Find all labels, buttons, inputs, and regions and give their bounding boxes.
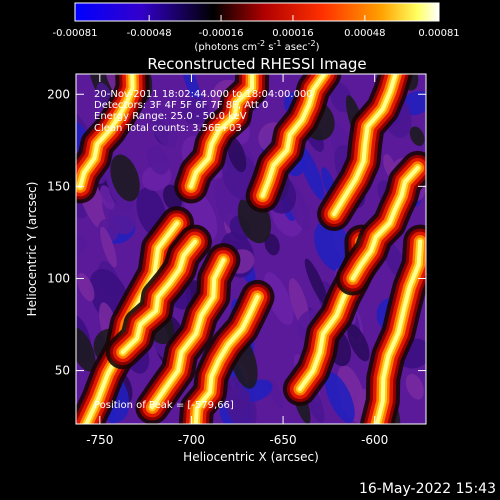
- y-axis-label: Heliocentric Y (arcsec): [25, 182, 39, 317]
- colorbar-tick-label: 0.00016: [272, 28, 313, 39]
- heatmap-ridge: [260, 74, 327, 198]
- heatmap-cell: [223, 387, 251, 411]
- peak-position-text: Position of Peak = [-579,66]: [94, 400, 234, 411]
- colorbar: [74, 2, 440, 22]
- heatmap-cell: [405, 373, 424, 400]
- heatmap-area: [76, 74, 426, 424]
- colorbar-tick-label: -0.00016: [199, 28, 244, 39]
- time-range-text: 20-Nov-2011 18:02:44.000 to 18:04:00.000: [94, 89, 313, 100]
- heatmap-cell: [314, 220, 354, 273]
- plot-frame: [75, 73, 427, 425]
- heatmap-cell: [409, 126, 425, 146]
- x-axis-label: Heliocentric X (arcsec): [183, 450, 319, 464]
- heatmap-ridge: [189, 74, 255, 189]
- clean-counts-text: Clean Total counts: 3.56E+03: [94, 123, 242, 134]
- heatmap-ridge: [375, 239, 423, 424]
- detectors-text: Detectors: 3F 4F 5F 6F 7F 8F, Att 0: [94, 100, 268, 111]
- heatmap-ridge: [350, 165, 420, 281]
- heatmap-ridge: [150, 258, 226, 410]
- heatmap-cell: [297, 144, 325, 200]
- heatmap-cell: [149, 104, 178, 148]
- colorbar-ticks: -0.00081 -0.00048 -0.00016 0.00016 0.00048 0.…: [53, 15, 460, 39]
- colorbar-tick-label: 0.00048: [344, 28, 385, 39]
- y-tick-label: 50: [55, 364, 70, 378]
- energy-range-text: Energy Range: 25.0 - 50.0 keV: [94, 111, 247, 122]
- heatmap-ridge: [120, 239, 197, 355]
- colorbar-tick-label: -0.00048: [127, 28, 172, 39]
- heatmap-cell: [304, 258, 328, 306]
- heatmap-ridge: [78, 74, 135, 189]
- heatmap-cell: [324, 372, 355, 423]
- y-axis-ticks: 50 100 150 200: [47, 87, 426, 378]
- chart-title: Reconstructed RHESSI Image: [147, 55, 366, 73]
- y-tick-label: 100: [47, 271, 70, 285]
- colorbar-tick-label: 0.00081: [418, 28, 459, 39]
- heatmap-cell: [347, 324, 370, 362]
- x-tick-label: -650: [269, 433, 296, 447]
- heatmap-cell: [181, 97, 209, 125]
- x-axis-ticks: -750 -700 -650 -600: [86, 74, 388, 447]
- heatmap-cell: [100, 226, 117, 268]
- heatmap-cell: [264, 233, 280, 256]
- colorbar-tick-label: -0.00081: [53, 28, 98, 39]
- colorbar-units: (photons cm-2 s-1 asec-2): [194, 39, 319, 53]
- info-annotations: 20-Nov-2011 18:02:44.000 to 18:04:00.000…: [94, 89, 313, 411]
- heatmap-ridge: [332, 74, 398, 216]
- x-tick-label: -750: [86, 433, 113, 447]
- footer-date: 16-May-2022 15:43: [359, 481, 496, 497]
- heatmap-cell: [181, 74, 202, 108]
- heatmap-cell: [147, 145, 169, 175]
- heatmap-ridges: [76, 74, 426, 424]
- heatmap-cell: [227, 136, 247, 173]
- heatmap-cell: [76, 326, 96, 372]
- heatmap-cell: [263, 272, 294, 326]
- heatmap-cell: [110, 154, 140, 202]
- y-tick-label: 150: [47, 179, 70, 193]
- heatmap-ridge: [193, 294, 260, 424]
- x-tick-label: -600: [361, 433, 388, 447]
- x-tick-label: -700: [178, 433, 205, 447]
- heatmap-cell: [77, 273, 95, 302]
- y-tick-label: 200: [47, 87, 70, 101]
